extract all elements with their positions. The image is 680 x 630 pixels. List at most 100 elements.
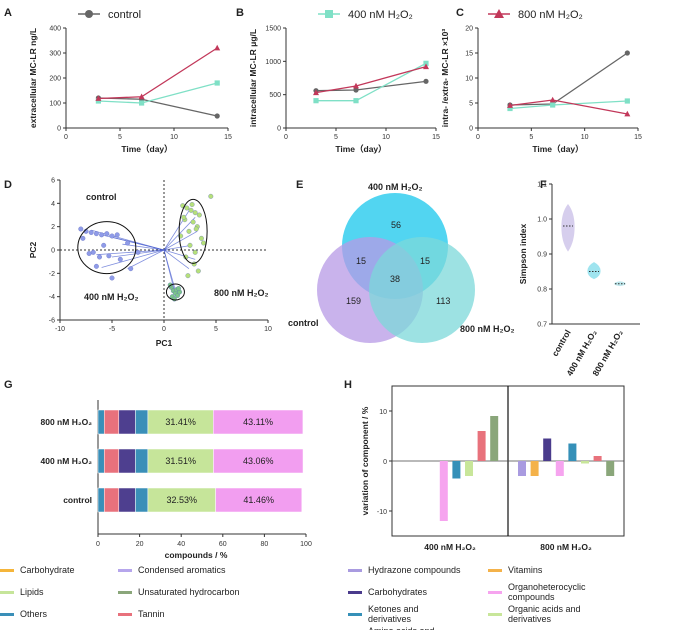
pca-point-0 [117,256,123,262]
pca-label-control: control [86,192,117,202]
lignin-percent-label: 43.11% [243,417,273,427]
legend-400-marker [325,10,333,18]
variation-bar-organoheterocyclic-compounds [555,461,564,476]
point-800 [549,96,556,103]
panel-a-plot: 0 100 200 300 400 0 5 10 15 Time（day） extracellula… [28,26,232,155]
variation-bar-carbohydrates [543,438,552,461]
loading-arrow [163,244,192,251]
pca-point-2 [189,202,195,207]
legend-swatch [0,569,14,572]
point-control [353,87,359,93]
variation-bar-ketones-and-derivatives [452,461,461,479]
point-800 [95,95,102,101]
panel-b: B 400 nM H₂O₂ 0 500 1000 1500 0 5 10 15 Time（day… [236,7,440,154]
legend-label-line1: Organic acids and [508,604,581,614]
variation-bar-amino-acids-and-derivatives [477,431,486,461]
point-control [214,113,220,119]
bar-segment-others [97,448,105,474]
pca-point-0 [109,233,115,239]
y-tick-label: 0 [51,248,55,255]
legend-label-line1: Ketones and [368,604,419,614]
legend-800-marker [494,9,504,18]
bar-segment-tannin [103,448,120,474]
pca-point-1 [176,286,182,291]
y-tick-label: 400 [49,26,61,33]
bar-segment-tannin [103,487,120,513]
pca-point-2 [186,228,192,234]
legend-label: Tannin [138,609,165,619]
x-axis-label: compounds / % [165,550,228,560]
y-tick-label: 5 [469,101,473,108]
loading-arrow [163,230,198,251]
y-tick-label: 1500 [265,26,281,33]
legend-swatch [348,613,362,616]
variation-bar-organic-acids-and-derivatives [581,461,589,464]
venn-region-only-400: 56 [391,220,401,230]
x-axis-label: Time（day） [335,144,386,154]
point-control [624,50,630,56]
bar-segment-condensed-aromatics [135,409,149,435]
legend-label: Unsaturated hydrocarbon [138,587,240,597]
loading-arrow [111,236,165,251]
venn-region-all: 38 [390,274,400,284]
variation-bar-organoheterocyclic-compounds [439,461,448,521]
venn-label-control: control [288,318,319,328]
venn-label-400: 400 nM H₂O₂ [368,182,423,192]
y-tick-label: 0 [57,126,61,133]
legend-swatch [0,591,14,594]
panel-d: D -6 -4 -2 0 2 4 6 -10 -5 0 5 10 PC1 PC2 control 400 … [4,178,272,349]
bar-category-label: 800 nM H₂O₂ [41,417,93,427]
point-800 [624,110,631,117]
x-tick-label: 0 [162,326,166,333]
panel-h-label: H [344,379,352,391]
loading-arrow [163,249,196,260]
pca-point-2 [190,219,196,225]
legend-swatch [488,613,502,616]
y-tick-label: 10 [465,76,473,83]
loading-arrow [122,243,165,251]
x-tick-label: 10 [581,134,589,141]
venn-label-800: 800 nM H₂O₂ [460,324,515,334]
x-tick-label: 15 [224,134,232,141]
legend-control-label: control [108,9,141,21]
loading-arrow [163,249,190,269]
point-800 [423,63,429,70]
panel-e-label: E [296,179,303,191]
bar-segment-tannin [103,409,120,435]
pca-point-0 [109,275,115,281]
venn-region-only-800: 113 [436,296,450,306]
pca-ellipse-800 [178,198,208,264]
venn-region-400-control: 15 [356,256,366,266]
series-line-2 [98,47,218,100]
variation-bar-unclassified [490,416,499,461]
point-800 [313,89,319,96]
bar-segment-protein [118,448,136,474]
panel-f-label: F [540,179,547,191]
series-line-0 [98,97,218,117]
y-tick-label: 300 [49,51,61,58]
y-tick-label: 20 [465,26,473,33]
bar-segment-protein [118,409,136,435]
legend-h: Hydrazone compounds Vitamins Carbohydrates… [348,565,586,630]
lipid-percent-label: 31.51% [165,456,196,466]
y-axis-label: PC2 [28,241,38,258]
y-tick-label: -2 [49,271,55,278]
pca-point-2 [185,273,191,279]
legend-400-label: 400 nM H₂O₂ [348,9,413,21]
bar-segment-lipids [147,409,214,435]
pca-point-0 [101,242,107,248]
x-tick-label: -10 [55,326,65,333]
point-400 [423,60,429,66]
y-tick-label: 1000 [265,59,281,66]
pca-point-2 [181,214,187,220]
x-tick-label: 100 [300,541,312,548]
violin-1 [587,262,601,280]
y-tick-label: 4 [51,201,55,208]
legend-swatch [488,591,502,594]
pca-point-2 [187,242,193,248]
bar-segment-condensed-aromatics [135,487,149,513]
legend-label-line1: Amino acids and [368,626,435,630]
panel-c: C 800 nM H₂O₂ 0 5 10 15 20 0 5 10 15 Time（day） int… [440,7,642,154]
pca-point-0 [128,266,134,272]
